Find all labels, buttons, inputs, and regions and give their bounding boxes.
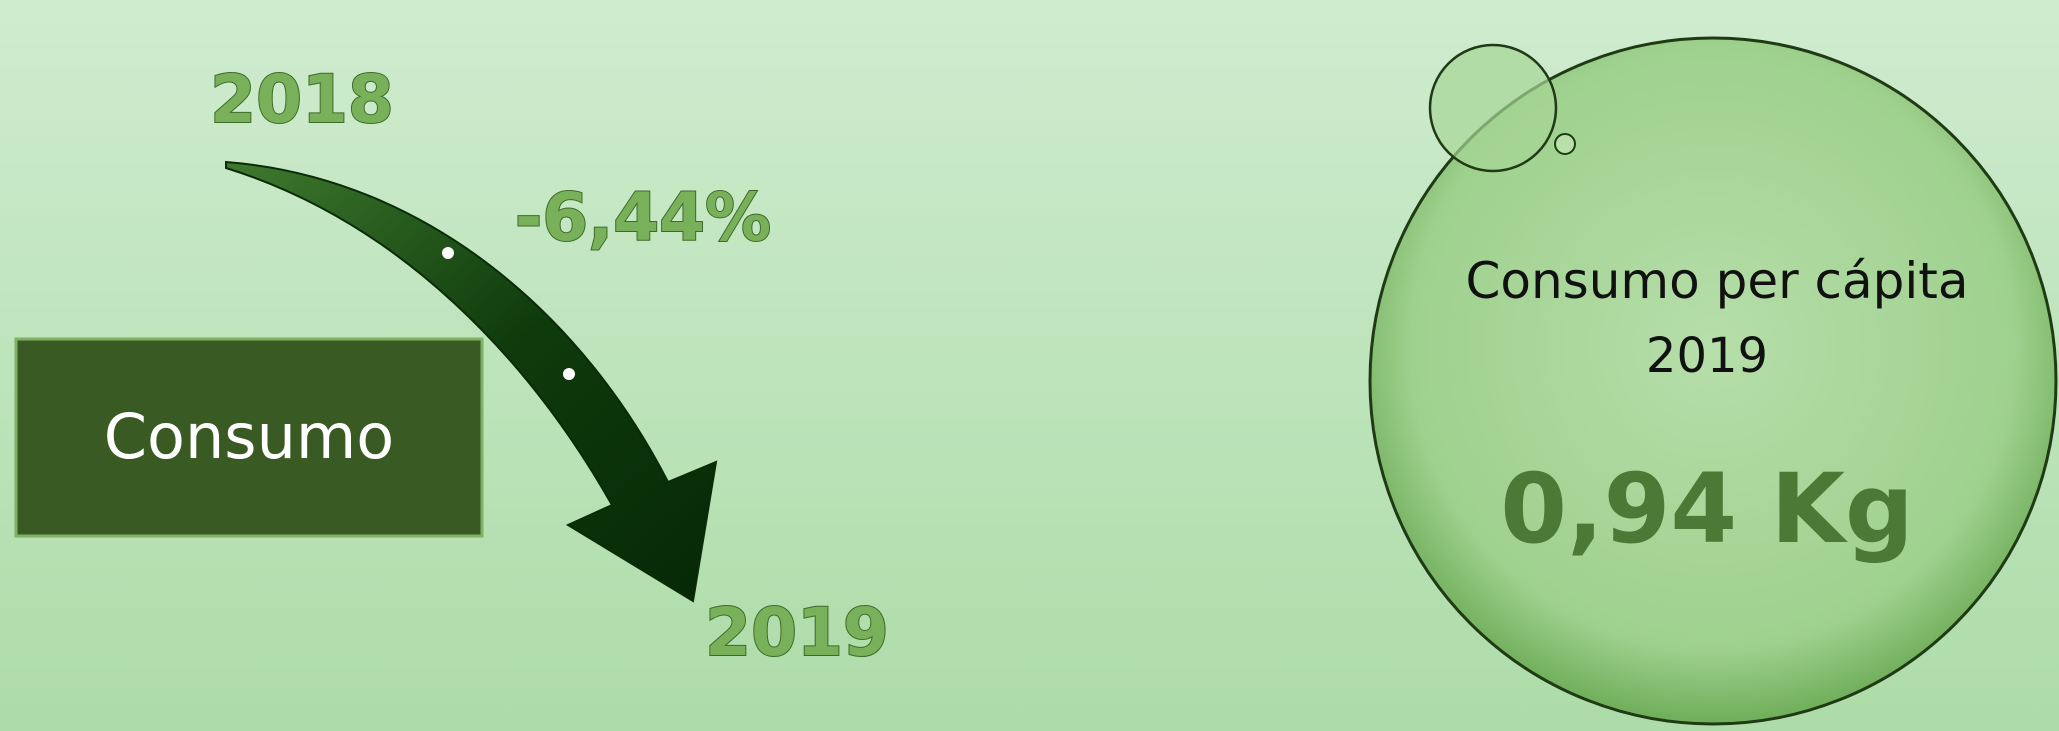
arrow-dot xyxy=(563,368,575,380)
bubble-title: Consumo per cápita xyxy=(1465,252,1968,310)
small-bubble xyxy=(1430,45,1556,171)
bubble-value: 0,94 Kg xyxy=(1500,453,1913,565)
to-year: 2019 xyxy=(705,594,889,671)
bubble-year: 2019 xyxy=(1646,328,1768,384)
from-year: 2018 xyxy=(210,61,394,138)
tiny-bubble xyxy=(1555,134,1575,154)
label: Consumo xyxy=(104,400,394,473)
arrow-dot xyxy=(442,247,454,259)
page: 2018 -6,44% 2019 Consumo Consumo per cáp… xyxy=(0,0,2059,731)
infographic: 2018 -6,44% 2019 Consumo Consumo per cáp… xyxy=(0,0,2059,731)
change: -6,44% xyxy=(515,179,771,256)
